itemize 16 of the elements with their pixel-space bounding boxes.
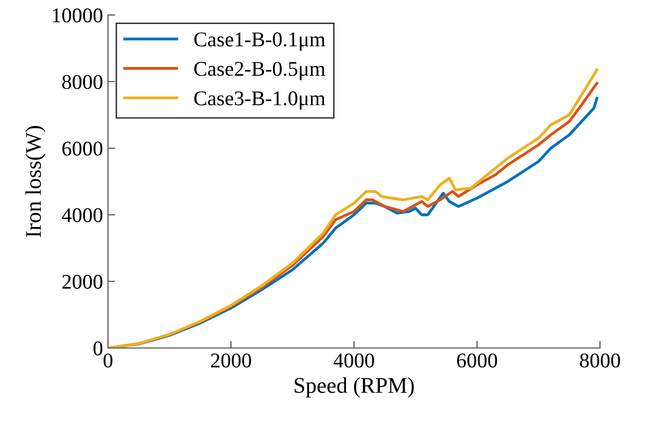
y-tick-label: 10000 [52,8,102,22]
legend-label: Case1-B-0.1μm [194,32,326,51]
x-tick-label: 8000 [580,353,620,368]
y-tick-label: 6000 [62,142,102,156]
y-tick-label: 2000 [62,274,102,289]
x-tick-label: 2000 [211,353,252,368]
y-tick-label: 0 [94,341,102,356]
legend-label: Case2-B-0.5μm [194,62,326,80]
y-tick-label: 8000 [62,74,102,90]
legend-label: Case3-B-1.0μm [194,91,326,110]
x-tick-label: 0 [104,353,112,368]
x-tick-label: 6000 [457,353,498,368]
x-tick-label: 4000 [334,353,374,368]
y-axis-title: Iron loss(W) [25,126,46,238]
y-tick-label: 4000 [62,208,102,222]
x-axis-title: Speed (RPM) [294,377,414,398]
